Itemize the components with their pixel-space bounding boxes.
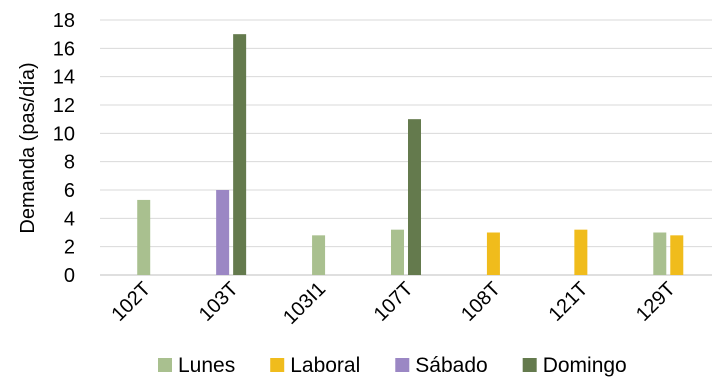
bar-laboral-129T xyxy=(670,235,684,275)
y-tick-label: 18 xyxy=(53,10,75,32)
x-tick-label: 107T xyxy=(370,278,418,326)
y-tick-label: 16 xyxy=(53,38,75,60)
bar-domingo-103T xyxy=(233,34,247,275)
legend-label: Sábado xyxy=(415,354,487,377)
y-axis-ticks: 0 2 4 6 8 10 12 14 16 18 xyxy=(53,10,75,287)
x-tick-label: 129T xyxy=(632,278,680,326)
bar-lunes-103I1 xyxy=(312,235,326,275)
legend-label: Lunes xyxy=(178,354,235,377)
y-tick-label: 8 xyxy=(64,152,75,174)
y-axis-label: Demanda (pas/día) xyxy=(17,62,39,233)
x-axis-ticks: 102T 103T 103I1 107T 108T 121T 129T xyxy=(107,278,679,329)
legend-swatch-laboral xyxy=(270,358,285,372)
bars xyxy=(137,34,684,276)
x-tick-label: 102T xyxy=(107,278,155,326)
x-tick-label: 108T xyxy=(457,278,505,326)
legend-swatch-domingo xyxy=(522,358,537,372)
x-tick-label: 103T xyxy=(195,278,243,326)
gridlines xyxy=(100,19,712,276)
y-tick-label: 12 xyxy=(53,95,75,117)
bar-sábado-103T xyxy=(216,190,230,275)
y-tick-label: 4 xyxy=(64,208,75,230)
bar-domingo-107T xyxy=(408,119,421,276)
bar-laboral-121T xyxy=(574,229,588,275)
legend: Lunes Laboral Sábado Domingo xyxy=(158,354,627,377)
bar-lunes-107T xyxy=(391,229,404,275)
y-tick-label: 2 xyxy=(64,237,75,259)
y-tick-label: 14 xyxy=(53,67,75,89)
legend-label: Domingo xyxy=(543,354,627,377)
x-tick-label: 103I1 xyxy=(279,278,330,329)
bar-lunes-129T xyxy=(653,232,667,275)
legend-swatch-sábado xyxy=(395,358,410,372)
bar-lunes-102T xyxy=(137,199,151,275)
y-tick-label: 10 xyxy=(53,123,75,145)
x-tick-label: 121T xyxy=(545,278,593,326)
legend-swatch-lunes xyxy=(158,358,172,372)
legend-label: Laboral xyxy=(290,354,360,377)
y-tick-label: 6 xyxy=(64,180,75,202)
bar-laboral-108T xyxy=(486,232,500,275)
y-tick-label: 0 xyxy=(64,265,75,287)
